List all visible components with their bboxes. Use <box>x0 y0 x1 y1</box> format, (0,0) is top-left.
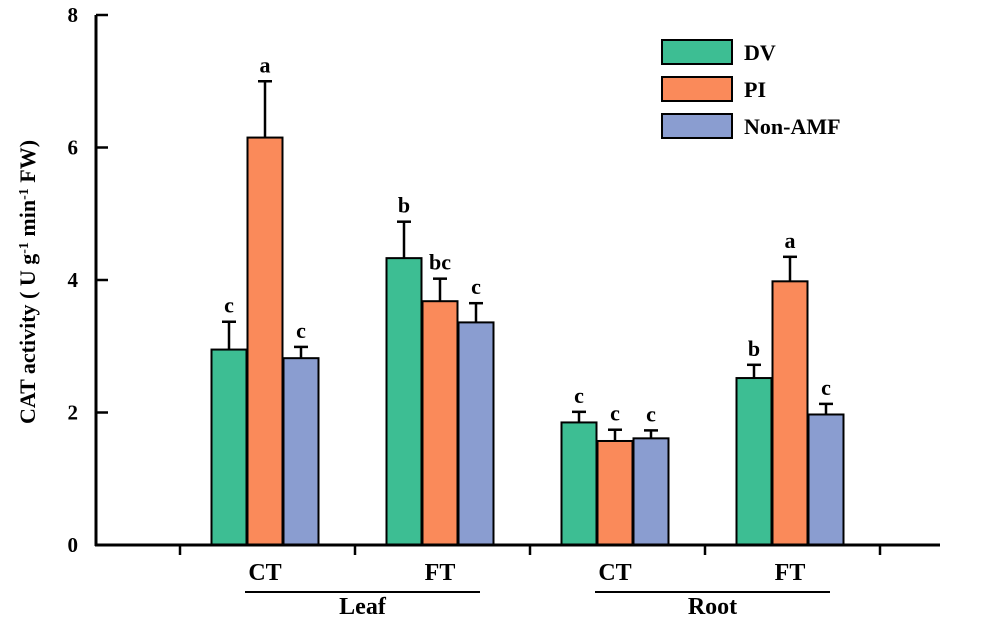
legend-swatch-non-amf <box>661 113 733 139</box>
x-labels-layer: CT FT CT FT <box>178 545 882 586</box>
bar-pi-2 <box>596 439 634 546</box>
group-labels-layer: Leaf Root <box>245 591 830 620</box>
bar-pi-1 <box>421 300 459 547</box>
significance-letter-dv-3: b <box>748 336 760 361</box>
significance-letter-dv-0: c <box>224 293 234 318</box>
significance-letter-pi-1: bc <box>429 250 451 275</box>
bar-pi-0 <box>246 136 284 546</box>
legend: DV PI Non-AMF <box>661 39 841 139</box>
significance-letter-non-amf-0: c <box>296 318 306 343</box>
y-tick-label-8: 8 <box>68 3 79 27</box>
error-bars-layer <box>222 80 833 441</box>
y-tick-label-6: 6 <box>68 136 79 160</box>
y-tick-label-4: 4 <box>68 268 79 292</box>
significance-letter-dv-2: c <box>574 383 584 408</box>
significance-letter-non-amf-3: c <box>821 375 831 400</box>
bar-dv-1 <box>385 257 423 546</box>
legend-label-pi: PI <box>744 77 766 102</box>
significance-letter-pi-3: a <box>785 228 796 253</box>
legend-label-non-amf: Non-AMF <box>744 114 841 139</box>
legend-swatch-pi <box>661 76 733 102</box>
bar-non-amf-1 <box>457 321 495 546</box>
x-category-label-1: FT <box>425 560 456 586</box>
legend-swatch-dv <box>661 39 733 65</box>
bar-dv-3 <box>735 377 773 546</box>
bar-dv-2 <box>560 421 598 546</box>
y-axis-label: CAT activity ( U g-1 min-1 FW) <box>15 140 40 424</box>
x-category-label-0: CT <box>248 560 281 586</box>
group-label-0: Leaf <box>339 594 387 620</box>
bar-non-amf-3 <box>807 413 845 546</box>
x-category-label-3: FT <box>775 560 806 586</box>
group-label-1: Root <box>688 594 737 620</box>
significance-letter-pi-2: c <box>610 401 620 426</box>
significance-letter-non-amf-1: c <box>471 274 481 299</box>
significance-letter-non-amf-2: c <box>646 401 656 426</box>
significance-letter-pi-0: a <box>260 52 271 77</box>
bar-non-amf-0 <box>282 357 320 546</box>
bar-pi-3 <box>771 280 809 546</box>
legend-label-dv: DV <box>744 40 776 65</box>
significance-letter-dv-1: b <box>398 193 410 218</box>
bar-dv-0 <box>210 348 248 546</box>
x-category-label-2: CT <box>598 560 631 586</box>
y-ticks-layer: 0 2 4 6 8 <box>68 3 108 557</box>
y-tick-label-0: 0 <box>68 533 79 557</box>
y-tick-label-2: 2 <box>68 401 79 425</box>
bar-non-amf-2 <box>632 437 670 546</box>
